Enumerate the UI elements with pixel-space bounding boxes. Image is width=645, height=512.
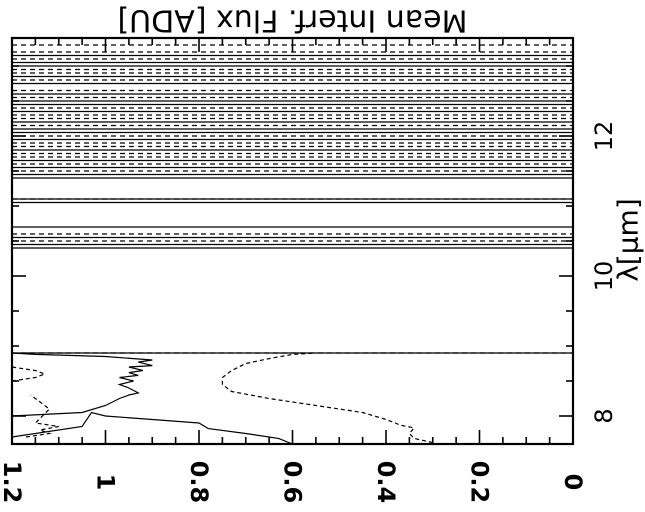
- series-line-5: [12, 366, 47, 382]
- flux-axis-title: Mean Interf. Flux [ADU]: [117, 3, 467, 38]
- flux-tick-label: 0.4: [372, 461, 400, 504]
- flux-tick-label: 0: [559, 474, 587, 491]
- series-line-3: [221, 352, 433, 444]
- series-line-4: [25, 394, 59, 438]
- wavelength-tick-label: 12: [590, 121, 618, 152]
- flux-tick-label: 1.2: [0, 461, 26, 504]
- flux-tick-label: 0.6: [279, 461, 307, 504]
- axis-ticks: [11, 38, 574, 444]
- wavelength-tick-label: 8: [590, 408, 618, 423]
- flux-tick-label: 1: [92, 474, 120, 491]
- wavelength-axis-title: λ[μm]: [612, 198, 645, 282]
- flux-tick-label: 0.2: [466, 461, 494, 504]
- plot-lines: [12, 44, 573, 444]
- wavelength-tick-label: 10: [590, 261, 618, 292]
- tick-labels: 0 0.2 0.4 0.6 0.8 1 1.2 8 10 12: [0, 121, 618, 504]
- flux-tick-label: 0.8: [185, 461, 213, 504]
- series-line-1: [12, 411, 293, 444]
- series-line-2: [12, 352, 153, 417]
